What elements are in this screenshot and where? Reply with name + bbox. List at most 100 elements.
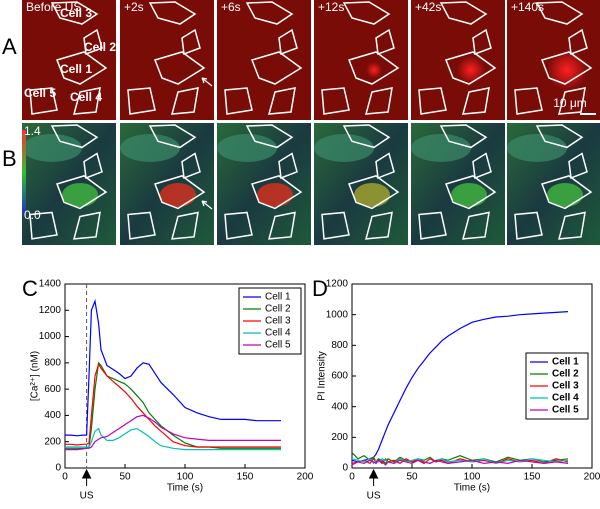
colorbar-label: 1.4 — [24, 124, 41, 138]
cell-outline — [375, 152, 395, 179]
cell-outline — [514, 211, 543, 240]
cell-outline — [56, 175, 108, 210]
cell-label: Cell 2 — [84, 40, 116, 54]
cell-fluorescence — [507, 134, 567, 162]
cell-outline — [251, 51, 303, 85]
cell-outline — [535, 1, 584, 25]
cell-outline — [418, 211, 447, 240]
cell-fluorescence — [62, 183, 98, 207]
cell-fluorescence — [217, 134, 277, 162]
legend-label: Cell 3 — [265, 316, 291, 327]
cell-outline — [251, 175, 303, 210]
time-label: +2s — [124, 0, 144, 14]
cell-outline — [568, 152, 588, 179]
y-tick-label: 400 — [331, 401, 348, 412]
micrograph — [217, 0, 311, 120]
colorbar-label: 0.0 — [24, 208, 41, 222]
panel-label: C — [22, 276, 38, 301]
y-tick-label: 1400 — [39, 279, 62, 290]
cell-outline — [83, 152, 103, 179]
cell-outline — [375, 28, 395, 56]
y-axis-label: PI Intensity — [317, 351, 328, 400]
panel-label: A — [2, 34, 17, 59]
cell-outline — [127, 211, 156, 240]
cell-label: Cell 5 — [24, 86, 56, 100]
cell-outline — [29, 87, 58, 115]
cell-outline — [267, 211, 296, 240]
legend-label: Cell 5 — [552, 405, 579, 416]
arrow — [201, 200, 213, 210]
panel-label: D — [312, 276, 328, 301]
cell-fluorescence — [314, 134, 374, 162]
cell-outline — [535, 124, 584, 149]
x-axis-label: Time (s) — [454, 483, 490, 494]
time-label: +140s — [511, 0, 544, 14]
cell-outline — [50, 1, 99, 25]
event-arrow — [368, 468, 379, 486]
cell-label: Cell 4 — [70, 90, 102, 104]
cell-outline — [418, 87, 447, 115]
time-label: +6s — [221, 0, 241, 14]
y-axis-label: [Ca²⁺] (nM) — [30, 351, 41, 401]
y-tick-label: 1000 — [326, 309, 349, 320]
y-tick-label: 1000 — [39, 331, 62, 342]
cell-outline — [342, 124, 391, 149]
cell-outline — [557, 211, 586, 240]
series-line — [65, 361, 281, 449]
cell-outline — [541, 51, 593, 85]
cell-outline — [439, 124, 488, 149]
legend-label: Cell 4 — [265, 328, 291, 339]
x-axis-label: Time (s) — [167, 483, 203, 494]
legend-label: Cell 1 — [552, 357, 579, 368]
x-tick-label: 200 — [584, 472, 600, 483]
scale-label: 10 μm — [553, 96, 587, 110]
cell-label: Cell 1 — [60, 62, 92, 76]
cell-fluorescence — [22, 134, 82, 162]
image-strips: Before US +2s +6s +12s +42s +140s Cell 3 Cell 2… — [22, 0, 600, 245]
cell-label: Cell 3 — [60, 6, 92, 20]
cell-fluorescence — [160, 183, 196, 207]
cell-outline — [245, 124, 294, 149]
cell-fluorescence — [120, 134, 180, 162]
cell-outline — [224, 211, 253, 240]
cell-outline — [56, 51, 108, 85]
cell-outline — [445, 51, 497, 85]
arrow — [201, 77, 213, 87]
cell-outline — [439, 1, 488, 25]
cell-fluorescence — [411, 134, 471, 162]
cell-outline — [472, 152, 492, 179]
pi-signal — [366, 62, 382, 78]
cell-outline — [181, 152, 201, 179]
cell-outline — [29, 211, 58, 240]
cell-outline — [72, 87, 101, 115]
x-tick-label: 0 — [62, 472, 68, 483]
cell-outline — [568, 28, 588, 56]
series-line — [65, 298, 281, 437]
series-line — [351, 459, 569, 466]
micrograph — [120, 0, 214, 120]
cell-outline — [557, 87, 586, 115]
y-tick-label: 800 — [44, 357, 61, 368]
panel-label: B — [2, 146, 17, 171]
x-tick-label: 50 — [406, 472, 418, 483]
series-line — [65, 427, 281, 451]
cell-outline — [348, 51, 400, 85]
cell-outline — [245, 1, 294, 25]
y-tick-label: 800 — [331, 340, 348, 351]
cell-outline — [170, 87, 199, 115]
legend-label: Cell 1 — [265, 292, 291, 303]
cell-outline — [278, 28, 298, 56]
colorbar — [22, 130, 26, 215]
cell-outline — [170, 211, 199, 240]
cell-outline — [321, 211, 350, 240]
x-tick-label: 200 — [297, 472, 314, 483]
micrograph — [411, 0, 505, 120]
cell-outline — [364, 211, 393, 240]
cell-fluorescence — [547, 183, 583, 207]
cell-outline — [267, 87, 296, 115]
x-tick-label: 100 — [464, 472, 481, 483]
y-tick-label: 1200 — [39, 305, 62, 316]
cell-outline — [514, 87, 543, 115]
y-tick-label: 200 — [44, 436, 61, 447]
